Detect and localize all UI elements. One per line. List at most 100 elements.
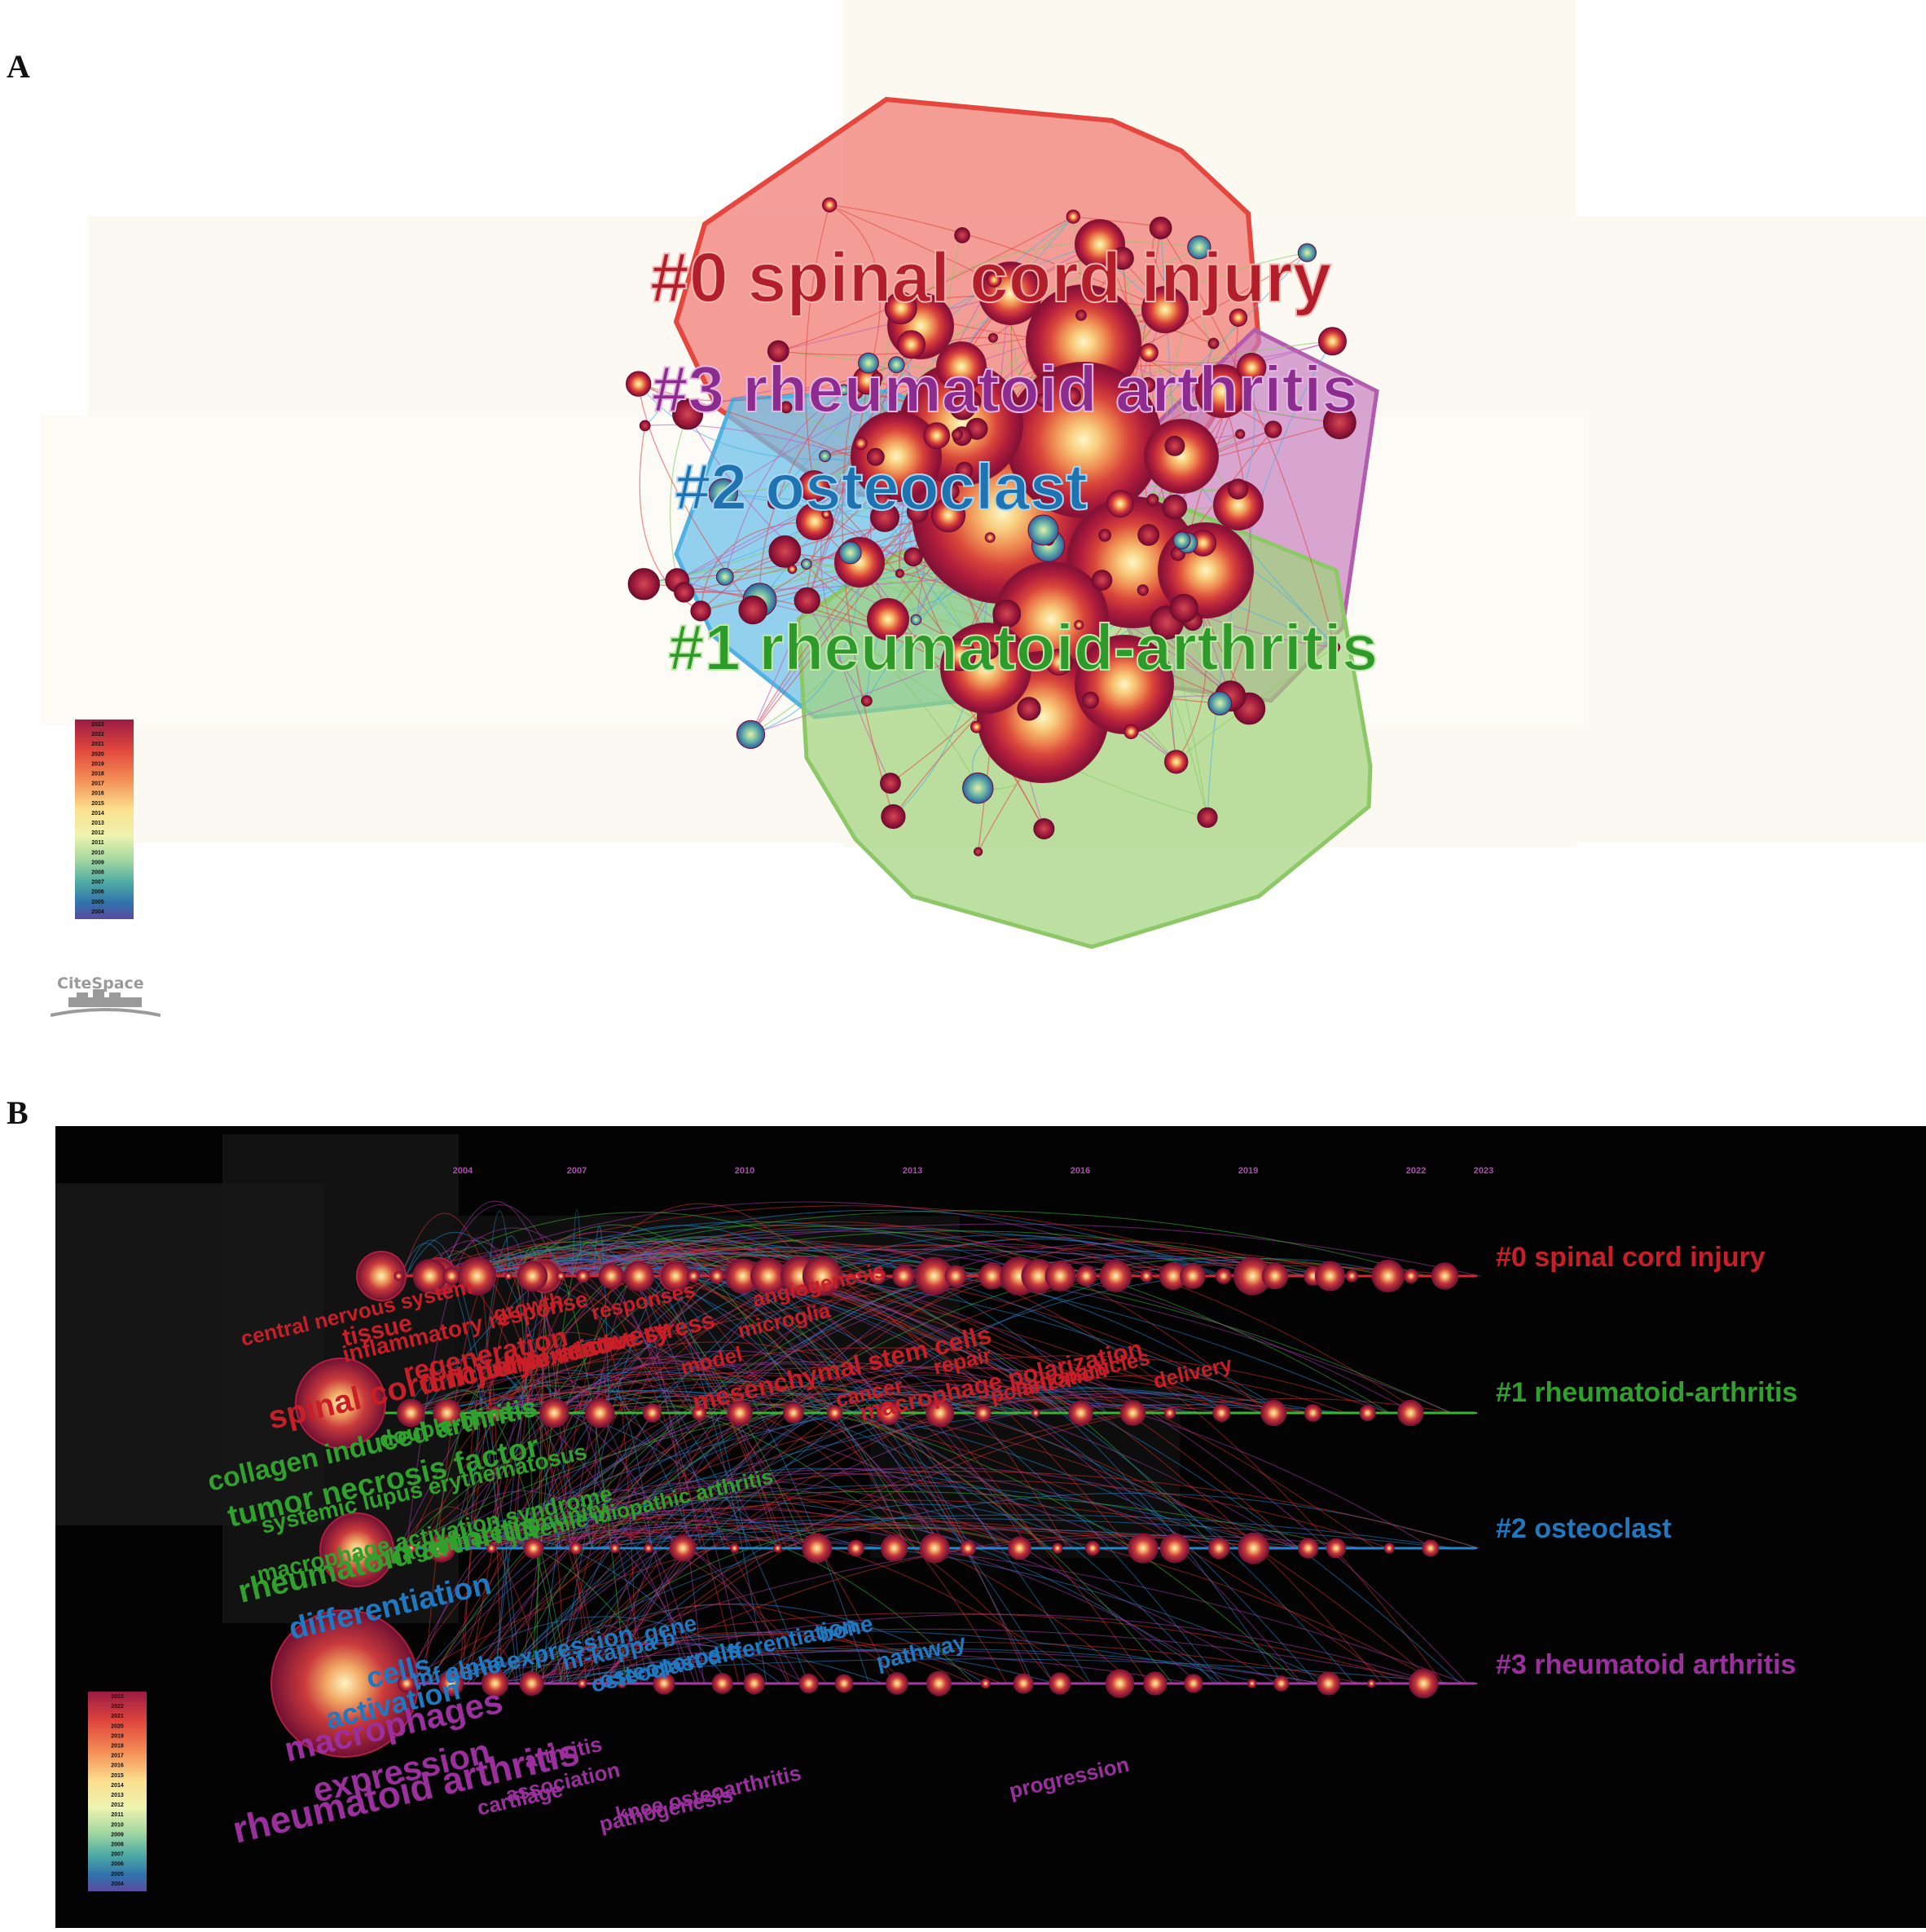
legend-year: 2016	[91, 791, 104, 797]
timeline-node	[1008, 1536, 1031, 1560]
timeline-node	[711, 1673, 733, 1694]
timeline-arc	[468, 1373, 561, 1549]
timeline-node	[1143, 1671, 1167, 1696]
timeline-arc	[562, 1259, 948, 1549]
timeline-arc	[501, 1210, 1428, 1277]
timeline-arc	[538, 1631, 643, 1684]
network-node	[970, 720, 983, 733]
timeline-arc	[495, 1256, 1468, 1684]
legend-year: 2014	[91, 811, 104, 816]
legend-year: 2004	[91, 909, 104, 915]
network-node	[822, 197, 838, 213]
legend-year: 2010	[91, 850, 104, 856]
network-node	[1149, 216, 1172, 240]
timeline-node	[773, 1543, 782, 1553]
network-node	[880, 772, 901, 794]
timeline-arc	[548, 1350, 913, 1414]
network-link	[1176, 646, 1335, 763]
timeline-arc	[571, 1209, 583, 1277]
network-node	[1137, 524, 1160, 546]
citespace-logo-text: CiteSpace	[57, 975, 144, 992]
network-node	[987, 332, 998, 343]
network-node	[1082, 691, 1099, 709]
timeline-arc	[492, 1355, 1388, 1549]
timeline-arc	[446, 1267, 809, 1684]
network-node	[867, 598, 909, 640]
timeline-node	[598, 1263, 624, 1289]
year-tick: 2016	[1071, 1166, 1090, 1176]
timeline-arc	[416, 1399, 975, 1684]
timeline-node	[1238, 1532, 1269, 1565]
timeline-node	[798, 1674, 819, 1693]
timeline-arc	[507, 1239, 1220, 1549]
network-node	[1169, 593, 1198, 623]
timeline-arc	[569, 1527, 1024, 1684]
timeline-node	[569, 1542, 583, 1555]
timeline-arc	[511, 1268, 574, 1549]
network-link	[1160, 227, 1335, 648]
network-node	[930, 498, 966, 533]
timeline-node	[1212, 1404, 1231, 1422]
legend-year: 2013	[91, 821, 104, 826]
timeline-arc	[607, 1406, 802, 1684]
legend-year: 2016	[111, 1763, 124, 1769]
network-node	[854, 437, 868, 451]
network-node	[1098, 529, 1111, 542]
timeline-arc	[496, 1347, 1264, 1414]
timeline-node	[1371, 1260, 1405, 1292]
year-axis: 2004 2007 2010 2013 2016 2019 2022 2023	[453, 1166, 1493, 1176]
timeline-node	[356, 1251, 407, 1301]
timeline-arc	[485, 1499, 1308, 1549]
network-node	[858, 352, 879, 374]
timeline-node	[826, 1405, 843, 1421]
network-node	[956, 461, 974, 480]
timeline-arc	[438, 1536, 731, 1684]
network-node	[884, 292, 917, 325]
timeline-arc	[464, 1375, 493, 1549]
cluster-label-2: #2 osteoclast	[675, 451, 1088, 523]
network-node	[860, 695, 873, 707]
timeline-arc	[553, 1375, 986, 1414]
timeline-node	[687, 1270, 701, 1283]
legend-year: 2017	[111, 1754, 124, 1759]
legend-year: 2004	[111, 1881, 124, 1887]
timeline-arc	[402, 1521, 1144, 1684]
timeline-arc	[415, 1649, 1194, 1684]
timeline-node	[1216, 1268, 1232, 1284]
timeline-arc	[491, 1649, 1324, 1684]
timeline-arc	[591, 1230, 1330, 1277]
network-link	[829, 204, 881, 381]
year-tick: 2007	[567, 1166, 587, 1176]
network-node	[910, 614, 922, 626]
timeline-arc	[567, 1225, 1422, 1414]
timeline-node	[1163, 1406, 1176, 1419]
legend-year: 2018	[111, 1744, 124, 1749]
keyword-label: knee osteoarthritis	[613, 1760, 803, 1827]
network-link	[638, 363, 897, 402]
network-node	[780, 401, 793, 414]
year-legend-a: 2023 2022 2021 2020 2019 2018 2017 2016 2015 2014…	[75, 720, 134, 919]
timeline-arc	[578, 1492, 1055, 1684]
timeline-node	[944, 1265, 967, 1287]
timeline-arc	[440, 1204, 561, 1277]
timeline-node	[1140, 1270, 1153, 1283]
network-node	[1329, 641, 1341, 654]
timeline-arc	[488, 1379, 499, 1549]
timeline-arc	[580, 1257, 1405, 1684]
timeline-arc	[574, 1241, 1302, 1684]
legend-year: 2012	[91, 830, 104, 836]
timeline-node	[623, 1261, 654, 1292]
legend-year: 2005	[111, 1872, 124, 1877]
timeline-arc	[423, 1240, 649, 1684]
network-node	[1229, 308, 1248, 327]
timeline-node	[397, 1674, 416, 1693]
timeline-node	[1180, 1263, 1206, 1289]
timeline-node	[834, 1674, 854, 1693]
timeline-node	[1208, 1537, 1230, 1560]
timeline-node	[886, 1672, 908, 1695]
network-node	[952, 429, 963, 441]
timeline-node	[802, 1256, 842, 1296]
network-node	[1139, 343, 1159, 363]
network-node	[794, 587, 820, 614]
network-node	[1297, 243, 1317, 262]
